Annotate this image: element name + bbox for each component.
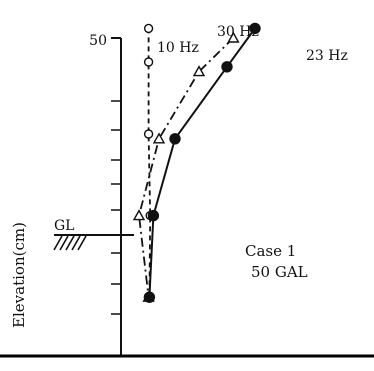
ground-level-marker — [53, 234, 134, 251]
data-point-23hz-2 — [169, 133, 181, 145]
data-point-23hz-3 — [147, 209, 160, 222]
data-point-30hz-2 — [152, 132, 166, 144]
y-top-tick-label: 50 — [89, 33, 107, 49]
data-point-23hz-1 — [221, 61, 233, 73]
annotation-gal: 50 GAL — [251, 263, 308, 281]
annotation-case: Case 1 — [245, 242, 296, 260]
ground-level-label: GL — [54, 218, 74, 234]
data-point-23hz-0 — [249, 22, 261, 35]
series-line-30hz — [138, 37, 235, 298]
data-point-10hz-1 — [143, 57, 154, 67]
y-axis-label: Elevation(cm) — [10, 222, 28, 328]
series-layer — [132, 22, 261, 303]
series-label-23hz: 23 Hz — [306, 48, 348, 64]
data-point-23hz-4 — [143, 291, 156, 303]
data-point-30hz-1 — [192, 65, 206, 77]
series-label-10hz: 10 Hz — [157, 40, 199, 56]
series-line-10hz — [147, 28, 152, 298]
data-point-10hz-0 — [143, 23, 154, 34]
y-axis — [111, 37, 122, 355]
data-point-30hz-3 — [132, 209, 146, 221]
data-point-30hz-0 — [227, 31, 240, 43]
data-point-10hz-2 — [143, 129, 154, 139]
series-label-30hz: 30 Hz — [217, 24, 259, 40]
